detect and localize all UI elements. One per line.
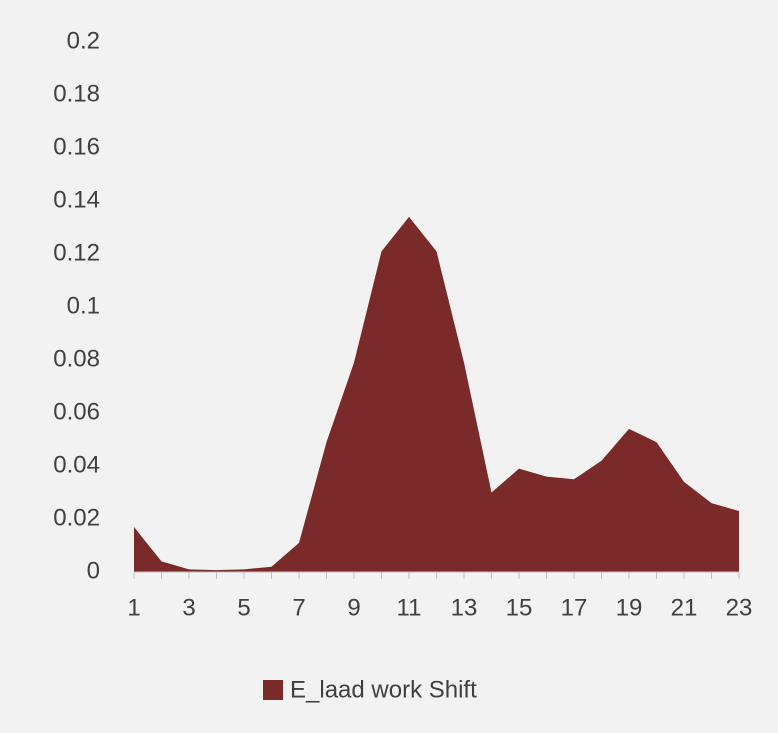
y-tick-label: 0.14	[53, 186, 100, 213]
x-tick-label: 1	[127, 594, 140, 621]
y-tick-label: 0.18	[53, 80, 100, 107]
x-tick-label: 21	[671, 594, 698, 621]
y-tick-label: 0	[87, 557, 100, 584]
x-tick-label: 19	[616, 594, 643, 621]
x-tick-label: 23	[726, 594, 753, 621]
y-tick-label: 0.08	[53, 345, 100, 372]
y-tick-label: 0.16	[53, 133, 100, 160]
x-tick-label: 13	[451, 594, 478, 621]
x-tick-label: 15	[506, 594, 533, 621]
x-tick-label: 11	[397, 594, 422, 621]
y-tick-label: 0.04	[53, 451, 100, 478]
x-tick-label: 7	[292, 594, 305, 621]
x-tick-label: 3	[182, 594, 195, 621]
area	[134, 216, 739, 572]
x-tick-label: 9	[347, 594, 360, 621]
y-tick-label: 0.2	[67, 27, 100, 54]
legend-label: E_laad work Shift	[290, 676, 477, 703]
y-tick-label: 0.02	[53, 504, 100, 531]
x-tick-label: 17	[561, 594, 588, 621]
legend-swatch	[263, 680, 283, 700]
y-tick-label: 0.1	[67, 292, 100, 319]
y-tick-label: 0.06	[53, 398, 100, 425]
x-tick-label: 5	[237, 594, 250, 621]
y-tick-label: 0.12	[53, 239, 100, 266]
